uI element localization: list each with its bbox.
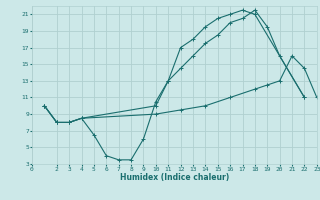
X-axis label: Humidex (Indice chaleur): Humidex (Indice chaleur) xyxy=(120,173,229,182)
